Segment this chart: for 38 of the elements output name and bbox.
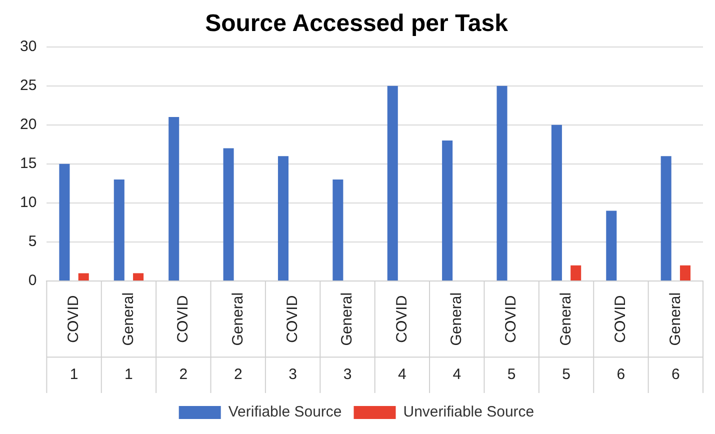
category-label: COVID 2 (174, 295, 192, 384)
bar (78, 273, 89, 280)
category-label: General 6 (666, 292, 684, 384)
y-tick-label: 5 (28, 233, 37, 250)
bar (133, 273, 144, 280)
bar (606, 210, 617, 280)
y-tick-label: 15 (20, 155, 37, 172)
category-label: General 2 (229, 292, 246, 384)
bar (442, 140, 453, 280)
category-label: General 5 (557, 292, 574, 384)
category-label: General 4 (448, 292, 466, 384)
bar (660, 156, 672, 280)
chart-title: Source Accessed per Task (205, 10, 509, 38)
bar (496, 86, 508, 280)
bar (59, 164, 70, 280)
category-label: COVID 1 (65, 295, 82, 384)
bar (332, 180, 344, 280)
bar (680, 265, 690, 280)
category-label: COVID 5 (502, 295, 520, 384)
legend-label: Verifiable Source (228, 404, 342, 421)
category-label: COVID 3 (284, 295, 301, 384)
bar (551, 124, 562, 280)
bar (223, 148, 234, 280)
bar (570, 265, 582, 280)
category-label: COVID 6 (612, 295, 630, 384)
legend-label: Unverifiable Source (403, 404, 534, 421)
category-label: General 3 (338, 292, 356, 384)
bar (114, 180, 124, 280)
y-tick-label: 10 (20, 194, 37, 212)
category-label: COVID 4 (393, 295, 410, 384)
y-tick-label: 30 (20, 38, 37, 55)
y-tick-label: 0 (28, 272, 37, 290)
bar (168, 117, 180, 280)
category-label: General 1 (120, 292, 137, 384)
bar (387, 86, 398, 280)
bar (278, 156, 288, 280)
y-tick-label: 20 (20, 116, 37, 134)
y-tick-label: 25 (20, 76, 37, 94)
